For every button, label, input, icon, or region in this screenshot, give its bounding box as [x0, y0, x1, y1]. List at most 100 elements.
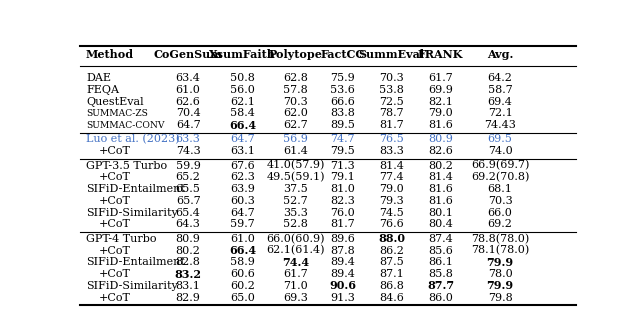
- Text: 86.8: 86.8: [379, 281, 404, 291]
- Text: 76.5: 76.5: [379, 134, 404, 144]
- Text: 80.9: 80.9: [176, 234, 200, 244]
- Text: 74.3: 74.3: [176, 146, 200, 156]
- Text: 69.2: 69.2: [488, 219, 513, 229]
- Text: 81.0: 81.0: [330, 184, 355, 194]
- Text: 79.9: 79.9: [486, 280, 514, 291]
- Text: 65.5: 65.5: [176, 184, 200, 194]
- Text: +CoT: +CoT: [99, 269, 130, 279]
- Text: 79.9: 79.9: [486, 257, 514, 268]
- Text: 80.2: 80.2: [428, 161, 453, 171]
- Text: 62.8: 62.8: [284, 73, 308, 83]
- Text: 61.7: 61.7: [428, 73, 453, 83]
- Text: 88.0: 88.0: [378, 233, 405, 244]
- Text: GPT-4 Turbo: GPT-4 Turbo: [86, 234, 156, 244]
- Text: 86.1: 86.1: [428, 257, 453, 267]
- Text: 66.4: 66.4: [229, 245, 256, 256]
- Text: 64.7: 64.7: [230, 134, 255, 144]
- Text: SummEval: SummEval: [358, 49, 424, 60]
- Text: 66.6: 66.6: [330, 96, 355, 107]
- Text: 74.7: 74.7: [331, 134, 355, 144]
- Text: FRANK: FRANK: [418, 49, 463, 60]
- Text: 80.2: 80.2: [176, 246, 200, 255]
- Text: Polytope: Polytope: [269, 49, 323, 60]
- Text: 50.8: 50.8: [230, 73, 255, 83]
- Text: 74.4: 74.4: [282, 257, 309, 268]
- Text: 80.9: 80.9: [428, 134, 453, 144]
- Text: 74.5: 74.5: [379, 208, 404, 218]
- Text: 63.9: 63.9: [230, 184, 255, 194]
- Text: 52.7: 52.7: [284, 196, 308, 206]
- Text: 87.5: 87.5: [379, 257, 404, 267]
- Text: 56.0: 56.0: [230, 85, 255, 95]
- Text: 71.0: 71.0: [284, 281, 308, 291]
- Text: 79.0: 79.0: [379, 184, 404, 194]
- Text: FactCC: FactCC: [321, 49, 365, 60]
- Text: 74.43: 74.43: [484, 120, 516, 130]
- Text: 91.3: 91.3: [330, 293, 355, 303]
- Text: 78.1(78.0): 78.1(78.0): [471, 245, 529, 256]
- Text: 58.9: 58.9: [230, 257, 255, 267]
- Text: 64.3: 64.3: [176, 219, 200, 229]
- Text: GPT-3.5 Turbo: GPT-3.5 Turbo: [86, 161, 167, 171]
- Text: SIFiD-Similarity: SIFiD-Similarity: [86, 281, 178, 291]
- Text: 76.6: 76.6: [379, 219, 404, 229]
- Text: 52.8: 52.8: [284, 219, 308, 229]
- Text: FEQA: FEQA: [86, 85, 119, 95]
- Text: 90.6: 90.6: [330, 280, 356, 291]
- Text: 62.7: 62.7: [284, 120, 308, 130]
- Text: 59.9: 59.9: [176, 161, 200, 171]
- Text: +CoT: +CoT: [99, 146, 130, 156]
- Text: Luo et al. (2023): Luo et al. (2023): [86, 134, 180, 144]
- Text: 83.8: 83.8: [330, 108, 355, 118]
- Text: 82.3: 82.3: [330, 196, 355, 206]
- Text: 83.1: 83.1: [176, 281, 200, 291]
- Text: 66.4: 66.4: [229, 120, 256, 131]
- Text: 87.8: 87.8: [330, 246, 355, 255]
- Text: 89.4: 89.4: [330, 257, 355, 267]
- Text: +CoT: +CoT: [99, 246, 130, 255]
- Text: 81.4: 81.4: [379, 161, 404, 171]
- Text: 49.5(59.1): 49.5(59.1): [266, 172, 325, 182]
- Text: 68.1: 68.1: [488, 184, 513, 194]
- Text: +CoT: +CoT: [99, 172, 130, 182]
- Text: 81.6: 81.6: [428, 184, 453, 194]
- Text: 75.9: 75.9: [330, 73, 355, 83]
- Text: 53.6: 53.6: [330, 85, 355, 95]
- Text: 87.4: 87.4: [428, 234, 453, 244]
- Text: 72.1: 72.1: [488, 108, 513, 118]
- Text: 69.4: 69.4: [488, 96, 513, 107]
- Text: 86.0: 86.0: [428, 293, 453, 303]
- Text: 62.3: 62.3: [230, 172, 255, 182]
- Text: 63.3: 63.3: [176, 134, 200, 144]
- Text: 67.6: 67.6: [230, 161, 255, 171]
- Text: 60.6: 60.6: [230, 269, 255, 279]
- Text: 61.4: 61.4: [284, 146, 308, 156]
- Text: 86.2: 86.2: [379, 246, 404, 255]
- Text: 81.6: 81.6: [428, 120, 453, 130]
- Text: 65.0: 65.0: [230, 293, 255, 303]
- Text: 66.0: 66.0: [488, 208, 513, 218]
- Text: 82.1: 82.1: [428, 96, 453, 107]
- Text: 53.8: 53.8: [379, 85, 404, 95]
- Text: 71.3: 71.3: [330, 161, 355, 171]
- Text: QuestEval: QuestEval: [86, 96, 143, 107]
- Text: 58.7: 58.7: [488, 85, 513, 95]
- Text: SIFiD-Entailment: SIFiD-Entailment: [86, 257, 185, 267]
- Text: 63.4: 63.4: [176, 73, 200, 83]
- Text: 59.7: 59.7: [230, 219, 255, 229]
- Text: +CoT: +CoT: [99, 219, 130, 229]
- Text: 62.1(61.4): 62.1(61.4): [266, 245, 325, 256]
- Text: 57.8: 57.8: [284, 85, 308, 95]
- Text: 70.4: 70.4: [176, 108, 200, 118]
- Text: 69.5: 69.5: [488, 134, 513, 144]
- Text: SUMMAC-ZS: SUMMAC-ZS: [86, 109, 148, 118]
- Text: 79.3: 79.3: [379, 196, 404, 206]
- Text: 58.4: 58.4: [230, 108, 255, 118]
- Text: XsumFaith: XsumFaith: [209, 49, 276, 60]
- Text: 60.3: 60.3: [230, 196, 255, 206]
- Text: 83.2: 83.2: [175, 268, 202, 280]
- Text: 77.4: 77.4: [379, 172, 404, 182]
- Text: 89.5: 89.5: [330, 120, 355, 130]
- Text: 79.5: 79.5: [330, 146, 355, 156]
- Text: 84.6: 84.6: [379, 293, 404, 303]
